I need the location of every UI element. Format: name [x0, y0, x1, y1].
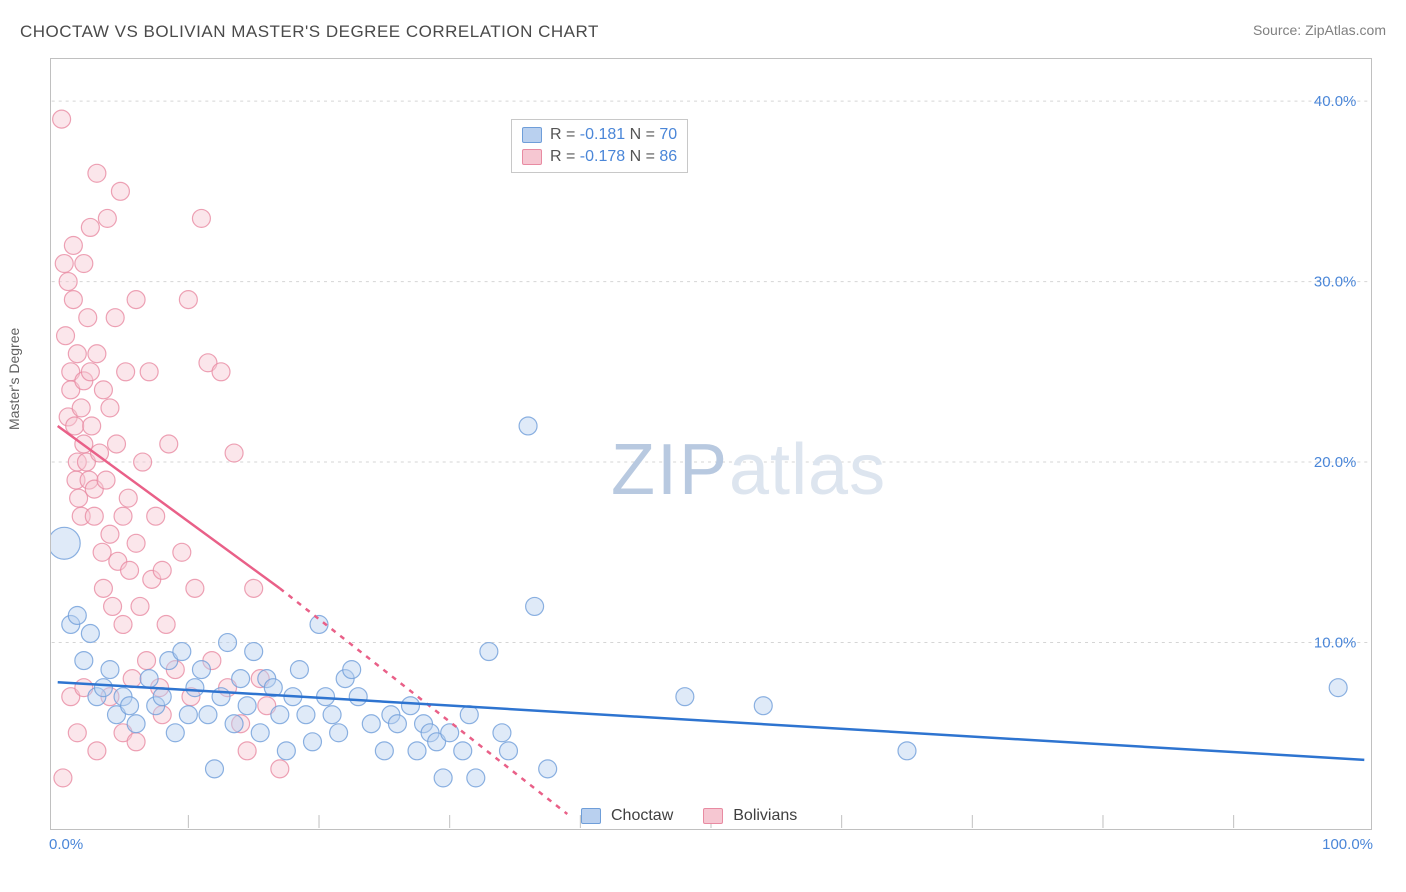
legend-stat-text: R = -0.178 N = 86 [550, 148, 677, 166]
legend-swatch [581, 808, 601, 824]
svg-text:20.0%: 20.0% [1314, 454, 1356, 471]
legend-stat-row: R = -0.181 N = 70 [522, 124, 677, 146]
legend-series: Choctaw Bolivians [581, 807, 797, 825]
legend-series-item: Bolivians [703, 807, 797, 825]
legend-swatch [522, 149, 542, 165]
legend-series-label: Choctaw [611, 807, 673, 825]
legend-stat-text: R = -0.181 N = 70 [550, 126, 677, 144]
y-axis-label: Master's Degree [6, 328, 22, 430]
legend-stat-row: R = -0.178 N = 86 [522, 146, 677, 168]
legend-stats: R = -0.181 N = 70 R = -0.178 N = 86 [511, 119, 688, 173]
x-tick-label: 100.0% [1322, 836, 1373, 853]
svg-text:30.0%: 30.0% [1314, 274, 1356, 291]
legend-series-item: Choctaw [581, 807, 673, 825]
svg-text:40.0%: 40.0% [1314, 93, 1356, 110]
x-tick-label: 0.0% [49, 836, 83, 853]
svg-text:10.0%: 10.0% [1314, 635, 1356, 652]
legend-series-label: Bolivians [733, 807, 797, 825]
source-label: Source: ZipAtlas.com [1253, 22, 1386, 38]
legend-swatch [522, 127, 542, 143]
legend-swatch [703, 808, 723, 824]
scatter-plot-svg: 10.0% 20.0% 30.0% 40.0% [51, 59, 1371, 829]
plot-area: 10.0%20.0%30.0%40.0% ZIPatlas R = -0.181… [50, 58, 1372, 830]
chart-title: CHOCTAW VS BOLIVIAN MASTER'S DEGREE CORR… [20, 22, 599, 42]
chart-container: CHOCTAW VS BOLIVIAN MASTER'S DEGREE CORR… [0, 0, 1406, 892]
